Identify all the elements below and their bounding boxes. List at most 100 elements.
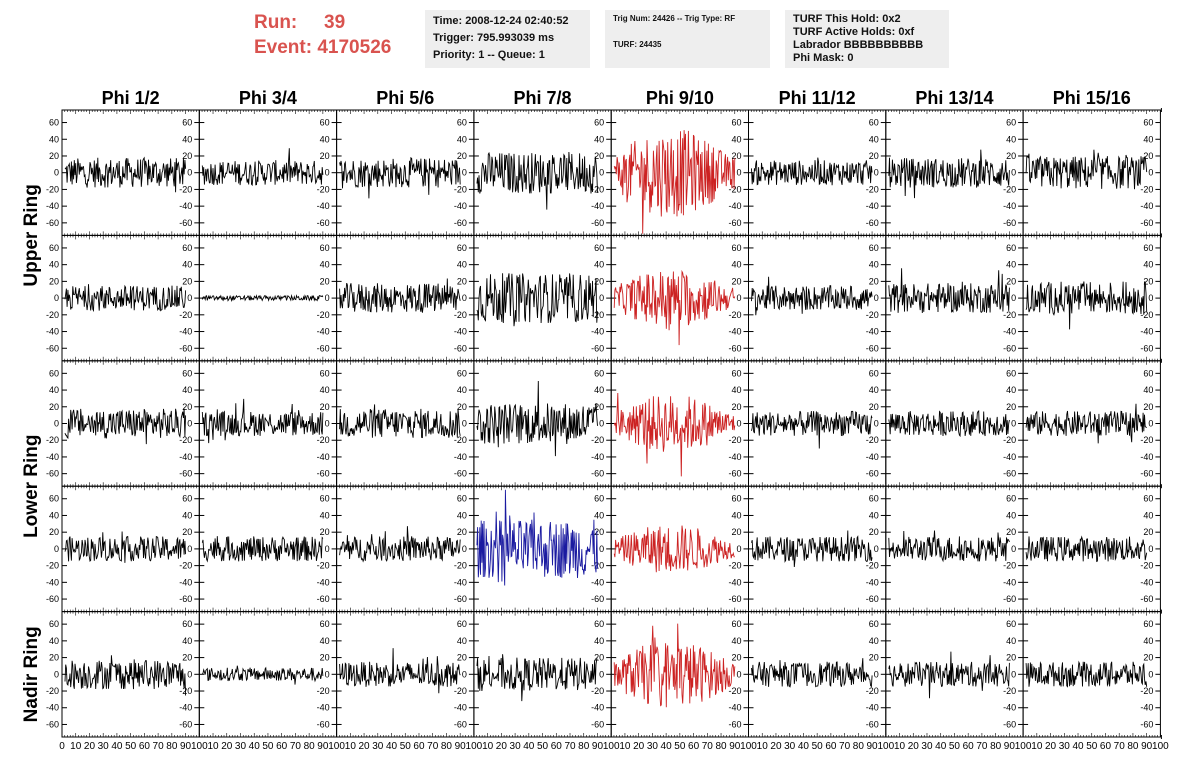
y-tick-label: -20 [317,686,330,696]
y-tick-label: 60 [49,494,59,504]
y-tick-label: 0 [187,544,192,554]
y-tick-label: 0 [1011,168,1016,178]
y-tick-label: -40 [454,327,467,337]
waveform-trace [888,410,1010,438]
waveform-trace [1025,403,1147,444]
y-tick-label: 40 [320,636,330,646]
x-tick-label: 40 [111,741,123,752]
y-tick-label: 20 [49,527,59,537]
y-tick-label: 20 [594,402,604,412]
y-tick-label: -60 [866,343,879,353]
x-tick-label: 10 [757,741,769,752]
column-title: Phi 11/12 [779,88,856,108]
y-tick-label: 40 [457,385,467,395]
y-tick-label: 20 [320,653,330,663]
y-tick-label: -60 [866,594,879,604]
time-line: Time: 2008-12-24 02:40:52 [433,15,569,27]
y-tick-label: -20 [1140,435,1153,445]
waveform-trace [64,284,187,313]
y-tick-label: -20 [1003,184,1016,194]
y-tick-label: 40 [320,134,330,144]
y-tick-label: -40 [317,452,330,462]
y-tick-label: 60 [869,368,879,378]
y-tick-label: 40 [320,260,330,270]
waveform-trace [888,268,1010,314]
waveform-trace [476,151,598,210]
y-tick-label: -20 [46,435,59,445]
y-tick-label: -60 [46,469,59,479]
y-tick-label: 0 [54,669,59,679]
y-tick-label: 60 [869,243,879,253]
y-tick-label: 0 [187,669,192,679]
y-tick-label: 0 [54,544,59,554]
y-tick-label: 20 [731,151,741,161]
x-tick-label: 60 [551,741,563,752]
y-tick-label: 40 [1143,134,1153,144]
y-tick-label: 40 [457,134,467,144]
y-tick-label: 0 [599,293,604,303]
x-tick-label: 70 [702,741,714,752]
y-tick-label: 20 [320,276,330,286]
y-tick-label: -20 [179,561,192,571]
y-tick-label: -40 [317,703,330,713]
y-tick-label: 0 [325,293,330,303]
row-title: Upper Ring [21,184,42,286]
waveform-trace [751,276,873,316]
y-tick-label: -40 [454,577,467,587]
x-tick-label: 70 [427,741,439,752]
y-tick-label: 40 [594,134,604,144]
y-tick-label: -40 [179,452,192,462]
x-tick-label: 100 [191,741,208,752]
y-tick-label: -20 [1140,184,1153,194]
y-tick-label: 20 [869,402,879,412]
trigger-line: Trigger: 795.993039 ms [433,32,555,44]
y-tick-label: -40 [454,201,467,211]
y-tick-label: -60 [46,594,59,604]
y-tick-label: 60 [869,619,879,629]
waveform-trace [201,398,324,444]
x-tick-label: 50 [125,741,137,752]
column-title: Phi 7/8 [514,88,572,108]
y-tick-label: -60 [317,719,330,729]
y-tick-label: -60 [591,218,604,228]
y-tick-label: 0 [736,669,741,679]
y-tick-label: 60 [49,243,59,253]
x-tick-label: 10 [345,741,357,752]
y-tick-label: 40 [869,385,879,395]
y-tick-label: 60 [457,368,467,378]
y-tick-label: 20 [1143,402,1153,412]
y-tick-label: 40 [182,260,192,270]
y-tick-label: 20 [731,653,741,663]
y-tick-label: 20 [594,653,604,663]
turf-active-line: TURF Active Holds: 0xf [793,26,915,38]
y-tick-label: 40 [869,510,879,520]
y-tick-label: 20 [1006,402,1016,412]
y-tick-label: 20 [457,402,467,412]
y-tick-label: -40 [1003,327,1016,337]
y-tick-label: -40 [1140,577,1153,587]
y-tick-label: 60 [320,243,330,253]
y-tick-label: 40 [457,510,467,520]
y-tick-label: 40 [182,134,192,144]
y-tick-label: 40 [49,636,59,646]
waveform-trace [613,392,736,477]
y-tick-label: -20 [317,184,330,194]
y-tick-label: 60 [1143,368,1153,378]
y-tick-label: 40 [49,385,59,395]
y-tick-label: 0 [599,168,604,178]
x-tick-label: 70 [564,741,576,752]
x-tick-label: 30 [372,741,384,752]
y-tick-label: -40 [179,201,192,211]
y-tick-label: 60 [1143,243,1153,253]
y-tick-label: -20 [728,184,741,194]
y-tick-label: 40 [731,636,741,646]
y-tick-label: -40 [1003,201,1016,211]
y-tick-label: 0 [1148,168,1153,178]
x-tick-label: 30 [510,741,522,752]
y-tick-label: 20 [320,527,330,537]
x-tick-label: 60 [825,741,837,752]
y-tick-label: -20 [454,435,467,445]
y-tick-label: 60 [731,118,741,128]
waveform-trace [201,536,324,563]
y-tick-label: -20 [317,310,330,320]
